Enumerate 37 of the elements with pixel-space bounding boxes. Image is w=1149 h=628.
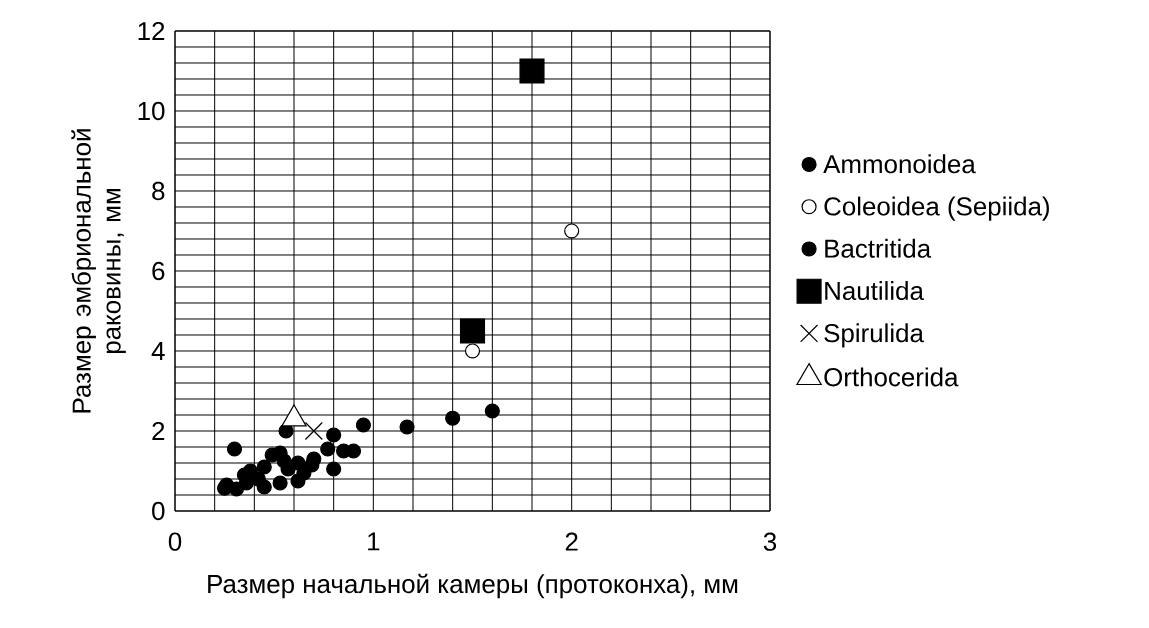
point bbox=[484, 403, 500, 419]
x-tick-label: 3 bbox=[763, 532, 777, 551]
point bbox=[304, 457, 320, 473]
legend-label: Spirulida bbox=[824, 323, 924, 348]
point bbox=[326, 427, 342, 443]
point bbox=[326, 461, 342, 477]
point bbox=[276, 453, 292, 469]
legend-label: Orthocerida bbox=[824, 367, 959, 387]
legend-label: Coleoidea (Sepiida) bbox=[824, 196, 1049, 221]
point bbox=[355, 417, 371, 433]
point bbox=[256, 459, 272, 475]
y-tick-label: 2 bbox=[152, 421, 165, 441]
x-tick-label: 2 bbox=[565, 532, 578, 551]
x-tick-label: 1 bbox=[368, 532, 380, 551]
x-tick-label: 0 bbox=[168, 532, 182, 551]
y-tick-label: 8 bbox=[152, 181, 165, 201]
y-axis-title: Размер эмбриональной раковины, мм bbox=[71, 129, 126, 413]
legend-label: Nautilida bbox=[825, 281, 924, 301]
point bbox=[250, 471, 266, 487]
point bbox=[304, 421, 323, 441]
point bbox=[519, 58, 545, 84]
y-tick-label: 0 bbox=[152, 501, 165, 521]
point bbox=[464, 343, 481, 359]
y-tick-label: 12 bbox=[138, 21, 165, 41]
legend-label: Bactritida bbox=[825, 238, 932, 258]
point bbox=[226, 441, 243, 457]
point bbox=[272, 475, 288, 491]
point bbox=[320, 441, 336, 457]
point bbox=[564, 223, 580, 239]
point bbox=[399, 419, 415, 435]
y-tick-label: 6 bbox=[152, 261, 165, 281]
point bbox=[445, 410, 461, 426]
legend-label: Ammonoidea bbox=[823, 154, 976, 174]
y-tick-label: 10 bbox=[138, 101, 165, 121]
x-axis-title: Размер начальной камеры (протоконха), мм bbox=[208, 573, 738, 599]
point bbox=[459, 318, 486, 344]
y-tick-label: 4 bbox=[151, 342, 165, 360]
